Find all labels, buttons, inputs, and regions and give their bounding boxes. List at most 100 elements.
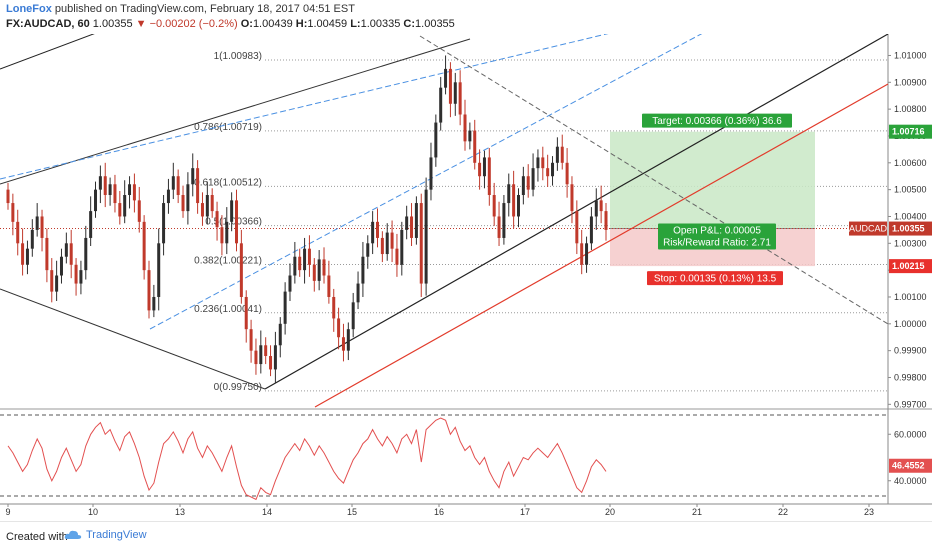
candle-body [400,229,404,265]
candle-body [395,248,399,265]
low-label: L: [350,18,361,30]
candle-body [473,130,477,163]
candle-body [235,200,239,244]
candle-body [516,195,520,217]
candle-body [103,176,107,196]
candle-body [254,350,258,365]
fib-level-label: 0.618(1.00512) [194,177,262,188]
candle-body [307,248,311,265]
candle-body [69,243,73,265]
candle-body [21,243,25,265]
candle-body [380,237,384,255]
last-price: 1.00355 [92,18,133,30]
candle-body [16,221,20,244]
candle-body [239,243,243,297]
candle-body [448,68,452,104]
time-tick-label: 9 [5,507,10,517]
target-label-bg [642,113,792,128]
price-chart[interactable]: 1.010001.009001.008001.007001.006001.005… [0,34,932,521]
candle-body [118,203,122,217]
high-value: 1.00459 [307,18,348,30]
price-badge-label: 1.00716 [892,127,925,137]
candle-body [585,243,589,265]
time-tick-label: 22 [778,507,788,517]
price-tick-label: 1.00900 [894,77,927,87]
candle-body [147,270,151,311]
rsi-pane [0,411,888,504]
candle-body [288,275,292,292]
channel-upper [0,38,471,185]
candle-body [79,270,83,284]
candle-body [317,259,321,281]
candle-body [94,189,98,212]
candle-body [225,221,229,244]
candle-body [30,229,34,249]
low-value: 1.00335 [360,18,401,30]
candle-body [40,216,44,238]
candle-body [531,168,535,190]
candle-body [137,200,141,222]
close-label: C: [403,18,416,30]
candle-body [424,189,428,284]
candle-body [132,184,136,201]
dashed-downtrend [419,35,889,325]
time-tick-label: 13 [175,507,185,517]
candle-body [166,189,170,204]
candle-body [89,211,93,238]
candle-body [84,237,88,271]
time-tick-label: 16 [434,507,444,517]
candle-body [492,195,496,217]
candle-body [186,184,190,212]
candle-body [35,216,39,230]
candle-body [74,264,78,284]
open-label: O: [240,18,253,30]
author-link[interactable]: LoneFox [6,3,52,15]
rsi-last-label: 46.4552 [892,461,925,471]
price-badge-label: 1.00215 [892,261,925,271]
candle-body [341,337,345,351]
candle-body [429,157,433,190]
candle-body [507,184,511,204]
tradingview-logo[interactable]: TradingView [64,529,147,541]
rsi-line [7,417,607,501]
candle-body [410,216,414,238]
fib-level-label: 0.382(1.00221) [194,256,262,267]
candle-body [541,157,545,169]
candle-body [259,345,263,365]
candle-body [50,270,54,292]
candle-body [283,291,287,324]
candle-body [375,221,379,238]
upper-trendline-left [0,34,95,70]
high-label: H: [295,18,308,30]
candle-body [322,259,326,276]
candle-body [526,176,530,190]
candle-body [278,323,282,346]
candle-body [210,195,214,212]
candle-body [366,243,370,257]
pnl-label: Open P&L: 0.00005 [673,226,761,237]
fib-level-label: 0.786(1.00719) [194,122,262,133]
pnl-box [658,223,776,250]
price-tick-label: 1.00300 [894,238,927,248]
candle-body [458,82,462,115]
blue-median-upper [0,34,609,180]
candle-body [171,176,175,190]
blue-median-lower [149,34,703,330]
price-tick-label: 1.00800 [894,104,927,114]
price-tick-label: 1.00000 [894,319,927,329]
price-tick-label: 0.99800 [894,372,927,382]
time-tick-label: 20 [605,507,615,517]
symbol-line: FX:AUDCAD, 60 1.00355 ▼ −0.00202 (−0.2%)… [6,18,455,30]
publish-line: LoneFox published on TradingView.com, Fe… [6,3,355,15]
price-tick-label: 1.01000 [894,50,927,60]
candle-body [142,221,146,271]
candle-body [346,329,350,351]
candle-body [200,203,204,217]
target-label: Target: 0.00366 (0.36%) 36.6 [652,116,782,127]
candle-body [405,216,409,230]
candle-body [55,275,59,292]
candle-body [356,283,360,303]
time-tick-label: 14 [262,507,272,517]
candle-body [337,318,341,338]
candle-body [25,248,29,265]
